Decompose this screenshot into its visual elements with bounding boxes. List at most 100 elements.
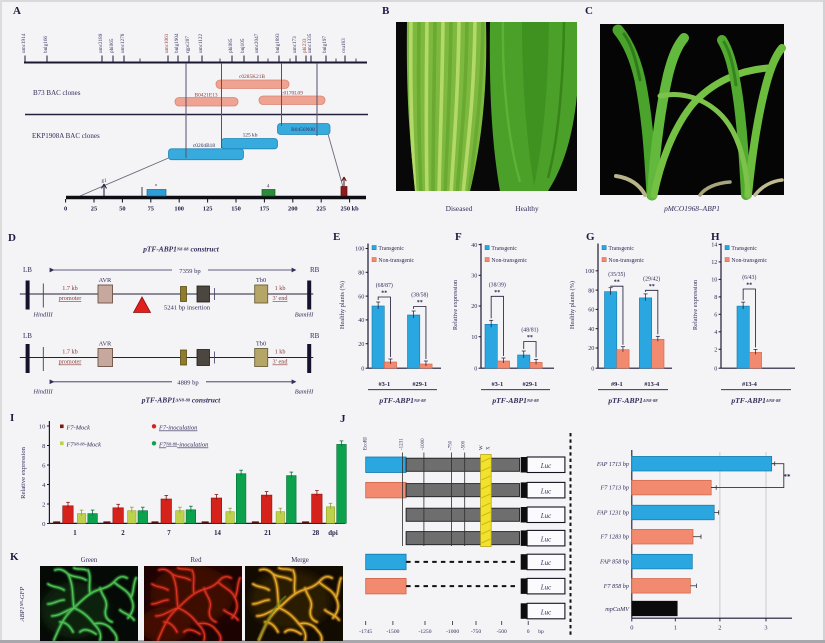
svg-text:FAP 858 bp: FAP 858 bp	[599, 559, 629, 566]
svg-text:LB: LB	[23, 266, 32, 274]
svg-text:Healthy plants (%): Healthy plants (%)	[569, 281, 576, 329]
svg-text:B0456N08: B0456N08	[291, 127, 315, 133]
svg-text:g1: g1	[102, 179, 108, 184]
svg-text:25: 25	[91, 206, 97, 213]
svg-text:phi065: phi065	[109, 38, 115, 53]
svg-text:100: 100	[355, 246, 364, 253]
svg-text:-500: -500	[497, 629, 507, 635]
svg-text:8: 8	[42, 443, 46, 450]
svg-text:1 kb: 1 kb	[275, 285, 286, 292]
svg-text:#3-1: #3-1	[378, 381, 390, 388]
svg-text:(48/81): (48/81)	[521, 327, 538, 334]
svg-text:X: X	[487, 446, 492, 450]
svg-text:100: 100	[585, 268, 594, 275]
svg-text:pTF-ABP1ΔN8-88: pTF-ABP1ΔN8-88	[730, 396, 781, 405]
svg-text:**: **	[649, 284, 655, 290]
svg-text:**: **	[614, 280, 620, 286]
svg-text:21: 21	[264, 530, 271, 537]
svg-text:**: **	[381, 291, 387, 297]
svg-text:0: 0	[361, 365, 364, 372]
svg-text:60: 60	[588, 307, 594, 314]
svg-text:*: *	[155, 185, 158, 190]
svg-text:1: 1	[674, 625, 677, 632]
svg-text:J: J	[340, 413, 346, 425]
svg-text:0: 0	[630, 625, 633, 632]
svg-text:umc1914: umc1914	[21, 33, 27, 53]
svg-text:#13-4: #13-4	[644, 381, 660, 388]
svg-text:bnlg1904: bnlg1904	[174, 33, 180, 53]
svg-text:-500: -500	[462, 440, 467, 450]
svg-text:Merge: Merge	[291, 557, 309, 564]
svg-text:-1500: -1500	[386, 629, 399, 635]
svg-text:umc1122: umc1122	[198, 33, 204, 53]
svg-text:F7-Mock: F7-Mock	[66, 425, 91, 432]
svg-text:0: 0	[714, 365, 717, 372]
svg-text:HindIII: HindIII	[32, 389, 53, 396]
svg-text:c0285K21B: c0285K21B	[239, 74, 265, 80]
svg-text:#9-1: #9-1	[611, 381, 623, 388]
svg-text:40: 40	[588, 326, 594, 333]
svg-text:Non-transgenic: Non-transgenic	[491, 258, 527, 264]
svg-text:6: 6	[714, 312, 717, 319]
svg-text:8: 8	[714, 294, 717, 301]
svg-text:ABP1N8-GFP: ABP1N8-GFP	[19, 587, 26, 623]
svg-text:Relative expression: Relative expression	[692, 279, 699, 330]
svg-text:0: 0	[64, 206, 67, 213]
svg-text:EKP1908A BAC clones: EKP1908A BAC clones	[32, 132, 100, 140]
svg-text:F7 1713 bp: F7 1713 bp	[599, 485, 629, 492]
svg-text:3: 3	[764, 625, 767, 632]
svg-text:40: 40	[471, 242, 477, 249]
svg-text:F7-inoculation: F7-inoculation	[158, 425, 197, 432]
svg-text:-1000: -1000	[446, 629, 459, 635]
svg-text:0: 0	[474, 365, 477, 372]
svg-text:LB: LB	[23, 332, 32, 340]
svg-text:3′ end: 3′ end	[273, 359, 289, 366]
svg-text:-1231: -1231	[399, 438, 404, 450]
svg-text:10: 10	[711, 277, 717, 284]
svg-text:B: B	[382, 5, 390, 17]
svg-text:RB: RB	[310, 266, 320, 274]
svg-text:umc1335: umc1335	[307, 33, 313, 53]
svg-text:D: D	[8, 232, 16, 244]
svg-text:Luc: Luc	[540, 583, 552, 591]
svg-text:FAP 1713 bp: FAP 1713 bp	[596, 461, 629, 468]
svg-text:promoter: promoter	[59, 295, 82, 302]
svg-text:c0204B18: c0204B18	[193, 143, 215, 149]
svg-text:20: 20	[588, 345, 594, 352]
svg-text:**: **	[746, 283, 752, 289]
svg-text:Luc: Luc	[540, 512, 552, 520]
svg-text:Luc: Luc	[540, 559, 552, 567]
svg-text:H: H	[711, 231, 720, 243]
svg-text:-1745: -1745	[359, 629, 372, 635]
svg-text:2: 2	[42, 501, 45, 508]
svg-text:Transgenic: Transgenic	[378, 246, 404, 252]
svg-text:Healthy: Healthy	[515, 204, 539, 213]
svg-text:40: 40	[358, 317, 364, 324]
svg-text:2: 2	[718, 625, 721, 632]
svg-text:-1000: -1000	[421, 438, 426, 450]
svg-text:5241 bp insertion: 5241 bp insertion	[164, 305, 211, 312]
svg-text:75: 75	[148, 206, 154, 213]
svg-text:**: **	[527, 335, 533, 341]
svg-text:Luc: Luc	[540, 462, 552, 470]
svg-text:umc1278: umc1278	[120, 33, 126, 53]
svg-text:4: 4	[714, 329, 717, 336]
svg-text:**: **	[784, 473, 792, 481]
svg-text:F7N8-88-inoculation: F7N8-88-inoculation	[158, 441, 208, 448]
svg-text:60: 60	[358, 293, 364, 300]
svg-text:bnj105: bnj105	[240, 38, 246, 53]
svg-text:#3-1: #3-1	[491, 381, 503, 388]
svg-text:F: F	[455, 231, 462, 243]
svg-text:bp: bp	[538, 629, 544, 635]
svg-text:1 kb: 1 kb	[275, 349, 286, 356]
svg-text:W: W	[480, 445, 485, 450]
svg-text:Tb0: Tb0	[256, 277, 266, 284]
svg-text:bnlg197: bnlg197	[322, 36, 328, 53]
svg-text:1.7 kb: 1.7 kb	[62, 285, 77, 292]
svg-text:B73 BAC clones: B73 BAC clones	[33, 89, 81, 97]
svg-text:50: 50	[119, 206, 125, 213]
svg-text:#29-1: #29-1	[412, 381, 427, 388]
svg-text:4: 4	[42, 482, 46, 489]
svg-text:HindIII: HindIII	[32, 312, 53, 319]
svg-text:bnlg166: bnlg166	[43, 36, 49, 53]
